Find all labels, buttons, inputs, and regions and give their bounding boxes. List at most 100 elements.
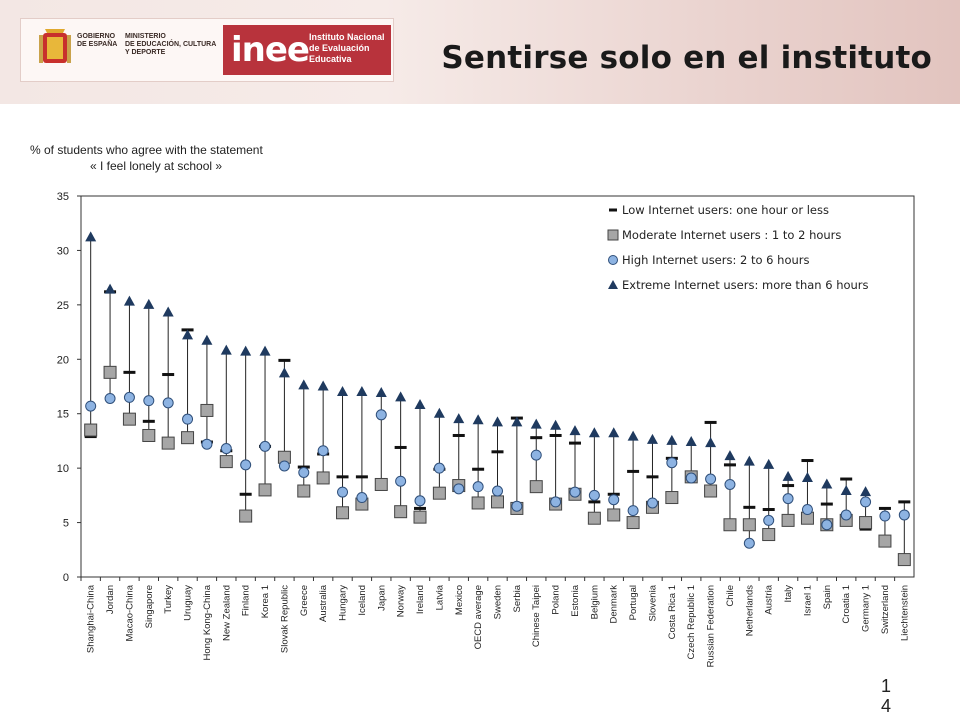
- extreme-user-marker: [472, 414, 484, 425]
- high-user-marker: [724, 478, 736, 490]
- extreme-user-marker: [840, 485, 852, 496]
- legend: [590, 198, 890, 294]
- category-label: Iceland: [357, 585, 368, 616]
- page-number: 14: [881, 676, 892, 716]
- high-user-marker: [608, 494, 620, 506]
- extreme-user-marker: [104, 283, 116, 294]
- category-label: Mexico: [454, 585, 465, 615]
- high-user-marker: [395, 475, 407, 487]
- moderate-user-marker: [897, 553, 911, 567]
- y-tick-label: 35: [57, 191, 69, 203]
- moderate-user-marker: [122, 412, 136, 426]
- low-user-marker: [491, 450, 504, 454]
- extreme-user-marker: [433, 407, 445, 418]
- low-user-marker: [840, 477, 853, 481]
- extreme-user-marker: [705, 437, 717, 448]
- category-label: Japan: [376, 585, 387, 611]
- moderate-user-marker: [84, 423, 98, 437]
- low-user-marker: [878, 506, 891, 510]
- category-label: Germany 1: [861, 585, 872, 632]
- extreme-user-marker: [627, 430, 639, 441]
- extreme-user-marker: [298, 379, 310, 390]
- low-user-marker: [820, 502, 833, 506]
- moderate-user-marker: [394, 505, 408, 519]
- category-label: Netherlands: [744, 585, 755, 636]
- y-tick-label: 5: [63, 518, 69, 530]
- category-label: Hong Kong-China: [202, 584, 213, 660]
- moderate-user-marker: [587, 511, 601, 525]
- high-user-marker: [337, 486, 349, 498]
- moderate-user-marker: [607, 508, 621, 522]
- category-label: Spain: [822, 585, 833, 609]
- category-label: OECD average: [473, 585, 484, 649]
- high-user-marker: [414, 495, 426, 507]
- extreme-user-marker: [530, 418, 542, 429]
- extreme-user-marker: [821, 478, 833, 489]
- low-user-marker: [472, 467, 485, 471]
- high-user-marker: [705, 473, 717, 485]
- extreme-user-marker: [201, 334, 213, 345]
- high-user-marker: [278, 460, 290, 472]
- extreme-user-marker: [685, 436, 697, 447]
- moderate-user-marker: [181, 431, 195, 445]
- high-user-marker: [860, 496, 872, 508]
- moderate-user-marker: [665, 491, 679, 505]
- high-user-marker: [85, 400, 97, 412]
- low-user-marker: [123, 370, 136, 374]
- moderate-user-marker: [161, 436, 175, 450]
- extreme-user-marker: [278, 367, 290, 378]
- legend-extreme-icon: [608, 280, 618, 289]
- category-label: Liechtenstein: [899, 585, 910, 641]
- high-user-marker: [259, 440, 271, 452]
- low-user-marker: [239, 492, 252, 496]
- legend-label: High Internet users: 2 to 6 hours: [622, 253, 810, 267]
- y-tick-label: 20: [57, 354, 69, 366]
- low-user-marker: [394, 445, 407, 449]
- high-user-marker: [433, 462, 445, 474]
- low-user-marker: [84, 435, 97, 439]
- extreme-user-marker: [453, 413, 465, 424]
- category-label: Portugal: [628, 585, 639, 620]
- category-label: Korea 1: [260, 585, 271, 618]
- low-user-marker: [801, 459, 814, 463]
- high-user-marker: [821, 519, 833, 531]
- category-label: Sweden: [493, 585, 504, 619]
- extreme-user-marker: [395, 391, 407, 402]
- high-user-marker: [298, 466, 310, 478]
- high-user-marker: [104, 392, 116, 404]
- category-label: Greece: [299, 585, 310, 616]
- low-user-marker: [355, 475, 368, 479]
- moderate-user-marker: [723, 518, 737, 532]
- ministry-label: MINISTERIO DE EDUCACIÓN, CULTURA Y DEPORTE: [125, 33, 217, 56]
- legend-low-icon: [609, 208, 617, 212]
- high-user-marker: [511, 500, 523, 512]
- extreme-user-marker: [860, 486, 872, 497]
- category-label: Macao-China: [124, 584, 135, 641]
- high-user-marker: [375, 409, 387, 421]
- moderate-user-marker: [200, 403, 214, 417]
- category-label: Estonia: [570, 584, 581, 616]
- moderate-user-marker: [219, 455, 233, 469]
- low-user-marker: [336, 475, 349, 479]
- moderate-user-marker: [704, 484, 718, 498]
- category-label: Belgium: [589, 585, 600, 619]
- moderate-user-marker: [258, 483, 272, 497]
- legend-label: Low Internet users: one hour or less: [622, 203, 829, 217]
- moderate-user-marker: [878, 534, 892, 548]
- moderate-user-marker: [432, 486, 446, 500]
- category-label: Turkey: [163, 585, 174, 614]
- chart-subtitle-line1: % of students who agree with the stateme…: [30, 143, 263, 157]
- high-user-marker: [646, 497, 658, 509]
- legend-moderate-icon: [607, 229, 619, 241]
- legend-high-icon: [608, 255, 618, 265]
- category-label: Slovak Republic: [279, 585, 290, 653]
- category-label: Czech Republic 1: [686, 585, 697, 659]
- y-tick-label: 25: [57, 300, 69, 312]
- extreme-user-marker: [492, 416, 503, 427]
- low-user-marker: [743, 505, 756, 509]
- extreme-user-marker: [763, 458, 775, 469]
- high-user-marker: [782, 493, 794, 505]
- high-user-marker: [220, 443, 232, 455]
- high-user-marker: [492, 485, 503, 497]
- low-user-marker: [704, 420, 717, 424]
